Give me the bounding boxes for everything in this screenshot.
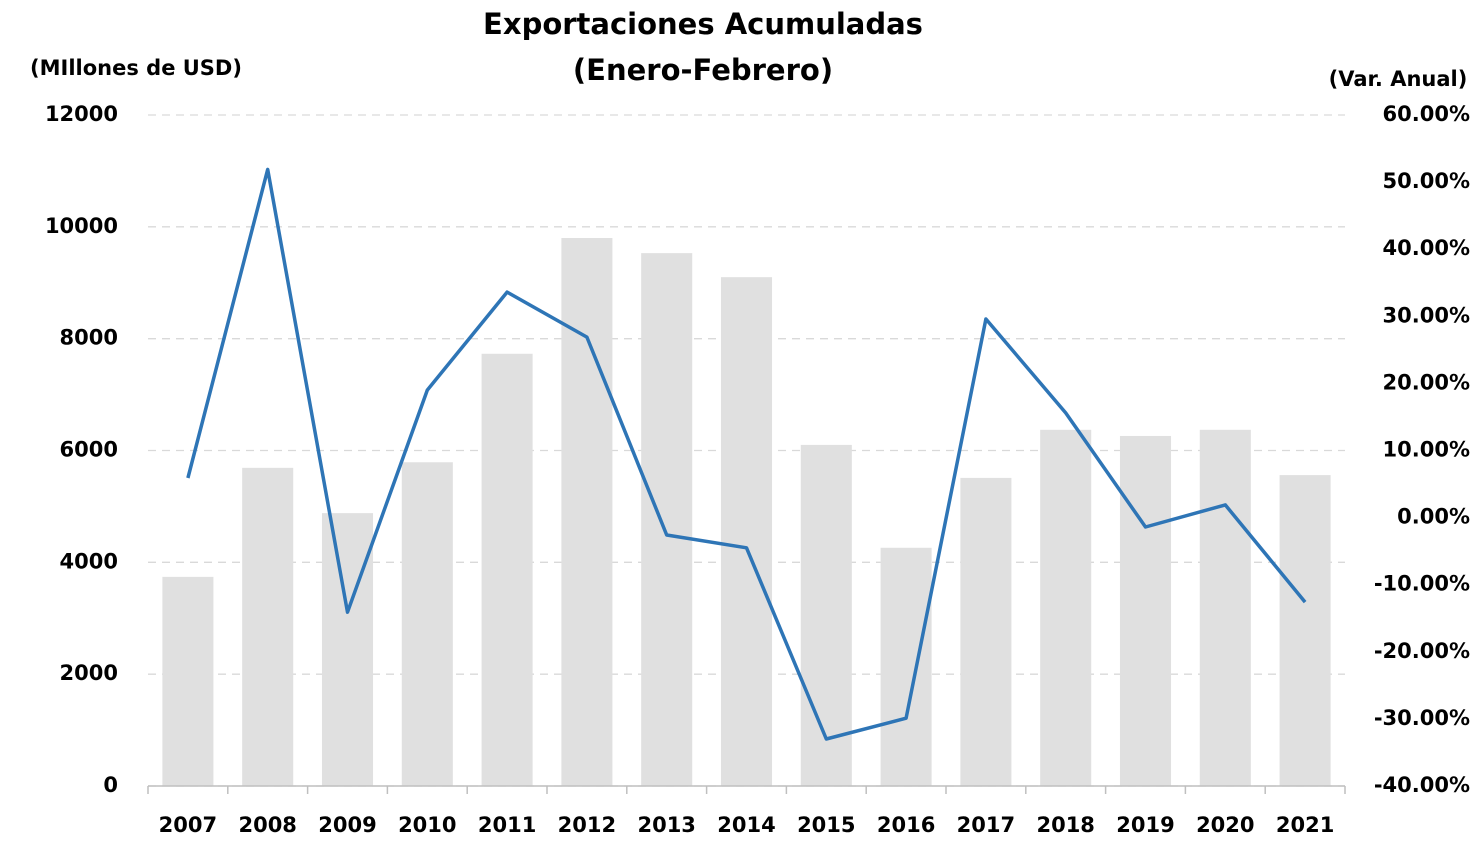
chart-subtitle: (Enero-Febrero) <box>573 53 833 87</box>
bar <box>1119 435 1172 786</box>
y2-tick-label: -20.00% <box>1374 639 1470 663</box>
x-tick-label: 2019 <box>1116 813 1174 837</box>
bar <box>242 467 294 786</box>
y2-tick-label: 50.00% <box>1383 169 1470 193</box>
chart-title: Exportaciones Acumuladas <box>483 7 923 41</box>
x-tick-label: 2016 <box>877 813 935 837</box>
bar <box>880 547 932 786</box>
y2-tick-label: 10.00% <box>1383 438 1470 462</box>
x-tick-label: 2007 <box>159 813 217 837</box>
y2-tick-label: 40.00% <box>1383 236 1470 260</box>
y-tick-label: 8000 <box>60 326 118 350</box>
x-tick-label: 2012 <box>558 813 616 837</box>
x-tick-label: 2018 <box>1036 813 1094 837</box>
y-tick-label: 12000 <box>45 102 118 126</box>
bar <box>1040 429 1092 786</box>
y2-tick-label: 20.00% <box>1383 370 1470 394</box>
y-tick-label: 0 <box>103 773 118 797</box>
bar <box>720 277 773 786</box>
x-tick-label: 2015 <box>797 813 855 837</box>
x-tick-label: 2010 <box>398 813 456 837</box>
bar <box>321 513 374 786</box>
x-tick-label: 2013 <box>637 813 695 837</box>
bar <box>401 462 453 786</box>
y-axis-label: (MIllones de USD) <box>30 56 242 80</box>
bar <box>960 477 1012 786</box>
y-tick-label: 10000 <box>45 214 118 238</box>
x-tick-label: 2014 <box>717 813 775 837</box>
bar <box>641 253 693 787</box>
x-tick-label: 2011 <box>478 813 536 837</box>
y2-tick-label: -30.00% <box>1374 706 1470 730</box>
x-tick-label: 2009 <box>318 813 376 837</box>
x-tick-label: 2008 <box>238 813 296 837</box>
x-tick-label: 2020 <box>1196 813 1254 837</box>
x-tick-label: 2021 <box>1276 813 1334 837</box>
bar <box>800 444 852 786</box>
y2-tick-label: -40.00% <box>1374 773 1470 797</box>
bar <box>481 353 533 786</box>
y2-tick-label: 30.00% <box>1383 303 1470 327</box>
bar <box>561 238 613 786</box>
bar <box>162 576 214 786</box>
y2-tick-label: -10.00% <box>1374 572 1470 596</box>
x-tick-label: 2017 <box>957 813 1015 837</box>
bar <box>1279 475 1331 786</box>
line <box>186 167 1307 741</box>
y-tick-label: 4000 <box>60 549 118 573</box>
y2-tick-label: 60.00% <box>1383 102 1470 126</box>
bar <box>1199 429 1251 786</box>
y2-axis-label: (Var. Anual) <box>1329 67 1468 91</box>
y2-tick-label: 0.00% <box>1397 505 1470 529</box>
y-tick-label: 6000 <box>60 438 118 462</box>
y-tick-label: 2000 <box>60 661 118 685</box>
